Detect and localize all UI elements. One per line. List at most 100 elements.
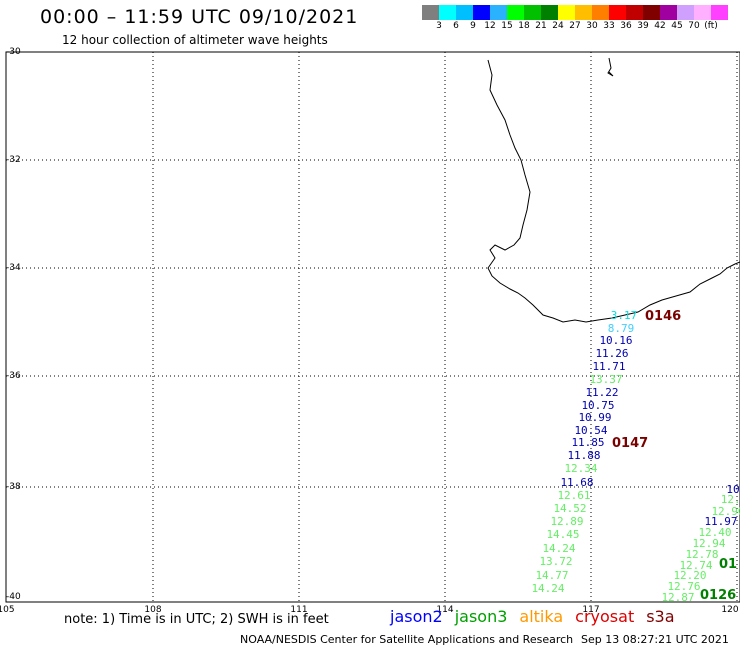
colorbar-swatch	[711, 5, 728, 20]
colorbar-labels: 3 6 9 12 15 18 21 24 27 30 33 36 39 42 45 70 (ft)	[422, 21, 740, 33]
colorbar-swatch	[541, 5, 558, 20]
wave-height-label: 12.20	[673, 569, 707, 582]
track-time-label: 0126	[700, 588, 737, 603]
footer-credit: NOAA/NESDIS Center for Satellite Applica…	[240, 633, 574, 646]
colorbar-label: 70	[688, 21, 700, 31]
colorbar-label: 42	[654, 21, 666, 31]
lon-label: 108	[144, 605, 162, 615]
wave-height-label: 12.34	[564, 462, 598, 475]
track-time-label: 0146	[645, 309, 682, 324]
wave-height-label: 11.71	[592, 360, 626, 373]
colorbar-label: 9	[470, 21, 476, 31]
wave-height-label: 14.52	[553, 502, 587, 515]
colorbar-label: 45	[671, 21, 683, 31]
wave-height-label: 11.22	[585, 386, 619, 399]
wave-height-label: 14.45	[546, 528, 580, 541]
colorbar-swatch	[592, 5, 609, 20]
wave-height-label: 13.37	[589, 373, 623, 386]
colorbar-label: 24	[552, 21, 564, 31]
colorbar-swatch	[677, 5, 694, 20]
colorbar-swatch	[507, 5, 524, 20]
lat-label: -32	[6, 155, 21, 165]
colorbar-label: 36	[620, 21, 632, 31]
colorbar-swatch	[694, 5, 711, 20]
lat-label: -34	[6, 263, 21, 273]
wave-height-label: 12.89	[550, 515, 584, 528]
wave-height-label: 12.5	[720, 493, 740, 506]
colorbar-label: 30	[586, 21, 598, 31]
wave-height-label: 12.74	[679, 559, 713, 572]
footer-note: note: 1) Time is in UTC; 2) SWH is in fe…	[64, 612, 329, 627]
colorbar-swatch	[439, 5, 456, 20]
lat-label: -38	[6, 482, 21, 492]
wave-height-label: 11.97	[704, 515, 738, 528]
island-coastline	[607, 57, 614, 77]
legend-item-jason2: jason2	[390, 607, 443, 626]
colorbar	[422, 5, 728, 20]
wave-height-label: 12.90	[711, 505, 740, 518]
lat-label: -36	[6, 371, 21, 381]
wave-height-label: 12.78	[685, 548, 719, 561]
wave-height-label: 11.68	[560, 476, 594, 489]
colorbar-label: 27	[569, 21, 581, 31]
colorbar-label: 18	[518, 21, 530, 31]
wave-height-label: 10.75	[581, 399, 615, 412]
colorbar-swatch	[609, 5, 626, 20]
lon-label: 120	[721, 605, 739, 615]
wave-height-label: 12.61	[557, 489, 591, 502]
wave-height-label: 14.24	[542, 542, 576, 555]
wave-height-label: 11.88	[567, 449, 601, 462]
wave-height-label: 12.76	[667, 580, 701, 593]
lon-label: 111	[290, 605, 308, 615]
track-time-label: 01	[719, 557, 738, 572]
colorbar-label: 21	[535, 21, 547, 31]
colorbar-label: 6	[453, 21, 459, 31]
lon-label: 117	[582, 605, 600, 615]
colorbar-swatch	[558, 5, 575, 20]
lon-label: 114	[436, 605, 454, 615]
wave-height-label: 8.79	[607, 322, 635, 335]
colorbar-label: 3	[436, 21, 442, 31]
map-frame	[5, 51, 740, 603]
lon-label: 105	[0, 605, 15, 615]
wave-height-label: 11.26	[595, 347, 629, 360]
satellite-legend: jason2 jason3 altika cryosat s3a	[390, 607, 687, 626]
wave-height-label: 3.17	[610, 309, 638, 322]
colorbar-swatch	[490, 5, 507, 20]
map-subtitle: 12 hour collection of altimeter wave hei…	[62, 33, 328, 47]
wave-height-label: 14.24	[531, 582, 565, 595]
colorbar-label: (ft)	[704, 21, 718, 31]
legend-item-altika: altika	[519, 607, 564, 626]
wave-height-label: 10.99	[578, 411, 612, 424]
colorbar-label: 15	[501, 21, 513, 31]
colorbar-swatch	[456, 5, 473, 20]
wave-height-label: 10.54	[574, 424, 608, 437]
colorbar-swatch	[626, 5, 643, 20]
colorbar-swatch	[473, 5, 490, 20]
legend-item-s3a: s3a	[646, 607, 675, 626]
colorbar-swatch	[575, 5, 592, 20]
colorbar-swatch	[524, 5, 541, 20]
australia-coastline	[487, 59, 740, 323]
wave-height-label: 14.77	[535, 569, 569, 582]
lat-label: -30	[6, 47, 21, 57]
wave-height-label: 13.72	[539, 555, 573, 568]
wave-height-label: 10.16	[599, 334, 633, 347]
legend-item-cryosat: cryosat	[575, 607, 635, 626]
track-time-label: 0147	[612, 436, 649, 451]
colorbar-label: 12	[484, 21, 496, 31]
wave-height-label: 11.85	[571, 436, 605, 449]
colorbar-swatch	[643, 5, 660, 20]
wave-height-label: 12.40	[698, 526, 732, 539]
wave-height-label: 12.94	[692, 537, 726, 550]
legend-item-jason3: jason3	[454, 607, 508, 626]
wave-height-label: 12.87	[661, 591, 695, 604]
lat-label: -40	[6, 592, 21, 602]
wave-height-label: 10	[726, 483, 740, 496]
map-title: 00:00 – 11:59 UTC 09/10/2021	[40, 6, 359, 28]
colorbar-swatch	[422, 5, 439, 20]
colorbar-label: 39	[637, 21, 649, 31]
colorbar-swatch	[660, 5, 677, 20]
footer-timestamp: Sep 13 08:27:21 UTC 2021	[581, 633, 729, 646]
